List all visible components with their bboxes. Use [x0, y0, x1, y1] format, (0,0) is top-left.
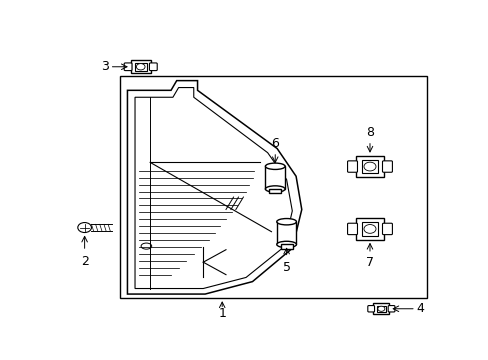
- Text: 8: 8: [365, 126, 373, 139]
- Bar: [120, 76, 426, 298]
- Bar: [276, 222, 296, 244]
- FancyBboxPatch shape: [387, 306, 394, 312]
- Bar: [356, 218, 383, 240]
- Ellipse shape: [276, 219, 296, 225]
- Circle shape: [136, 64, 145, 70]
- Ellipse shape: [265, 163, 285, 170]
- Bar: [361, 222, 377, 236]
- FancyBboxPatch shape: [124, 63, 132, 71]
- Bar: [269, 189, 281, 193]
- Ellipse shape: [141, 243, 151, 249]
- Text: 4: 4: [416, 302, 424, 315]
- Bar: [131, 60, 150, 73]
- FancyBboxPatch shape: [367, 306, 374, 312]
- FancyBboxPatch shape: [382, 223, 391, 235]
- Bar: [361, 160, 377, 174]
- Text: 6: 6: [271, 137, 279, 150]
- Ellipse shape: [265, 186, 285, 192]
- Text: 5: 5: [282, 261, 290, 274]
- Bar: [373, 303, 388, 314]
- Bar: [135, 63, 146, 71]
- Text: 2: 2: [81, 255, 88, 268]
- Bar: [265, 166, 285, 189]
- Bar: [376, 306, 386, 312]
- Bar: [356, 156, 383, 177]
- Circle shape: [78, 222, 91, 233]
- Text: 7: 7: [365, 256, 373, 269]
- FancyBboxPatch shape: [382, 161, 391, 172]
- Text: 3: 3: [101, 60, 108, 73]
- Circle shape: [363, 225, 375, 233]
- FancyBboxPatch shape: [149, 63, 157, 71]
- Text: 1: 1: [218, 307, 225, 320]
- FancyBboxPatch shape: [347, 223, 357, 235]
- FancyBboxPatch shape: [347, 161, 357, 172]
- Circle shape: [377, 306, 384, 311]
- Ellipse shape: [276, 241, 296, 248]
- Circle shape: [363, 162, 375, 171]
- Bar: [280, 244, 292, 248]
